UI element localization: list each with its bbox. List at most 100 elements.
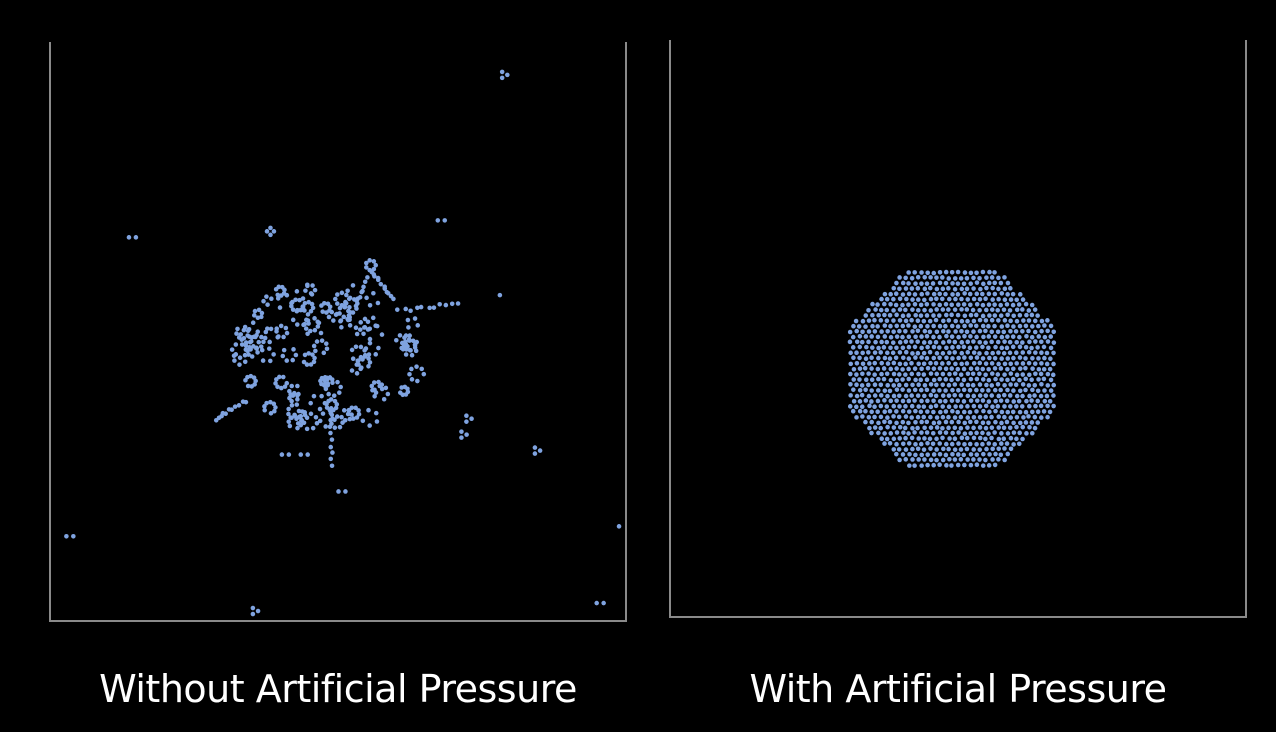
particle [1017, 312, 1023, 318]
particle [938, 409, 943, 415]
particle [971, 296, 977, 302]
particle [962, 323, 967, 329]
particle [980, 344, 985, 350]
particle [405, 317, 411, 323]
particle [294, 289, 300, 294]
particle [891, 371, 897, 377]
particle [946, 307, 951, 312]
particle [921, 350, 927, 356]
particle [918, 387, 924, 393]
particle [310, 305, 316, 311]
particle [332, 425, 338, 430]
particle [878, 382, 884, 388]
particle [940, 307, 946, 312]
particle [933, 393, 939, 399]
particle [999, 409, 1005, 415]
particle [992, 323, 997, 329]
particle [435, 218, 441, 223]
particle [915, 318, 921, 324]
particle [1032, 361, 1038, 366]
particle [903, 328, 908, 334]
particle [990, 297, 995, 302]
particle [918, 409, 924, 415]
particle [946, 276, 952, 281]
particle [869, 377, 875, 383]
particle [354, 331, 360, 337]
particle [916, 436, 921, 441]
particle [894, 451, 899, 457]
particle [247, 344, 252, 350]
particle [362, 352, 368, 358]
particle [1002, 361, 1008, 367]
particle [882, 441, 887, 446]
particle [915, 350, 921, 356]
particle [949, 419, 955, 425]
particle [887, 388, 893, 394]
particle [1026, 383, 1032, 388]
particle [974, 462, 980, 468]
particle [367, 267, 372, 273]
particle [937, 355, 942, 361]
particle [876, 312, 881, 318]
particle [271, 401, 277, 407]
particle [320, 411, 326, 416]
particle [967, 345, 973, 351]
particle [937, 376, 943, 382]
particle [916, 457, 921, 462]
particle [933, 317, 939, 323]
particle [327, 424, 333, 430]
particle [1039, 361, 1044, 366]
particle [265, 326, 270, 331]
particle [955, 398, 960, 404]
particle [312, 355, 317, 361]
particle [980, 323, 986, 329]
particle [253, 334, 258, 340]
particle [918, 441, 924, 447]
particle [537, 448, 543, 453]
particle [64, 533, 69, 539]
particle [1002, 297, 1008, 302]
particle [919, 345, 924, 351]
particle [937, 291, 943, 297]
particle [1020, 328, 1025, 334]
particle [974, 270, 979, 276]
panel-without-pressure [49, 42, 627, 622]
particle [1014, 307, 1020, 313]
particle [1039, 382, 1044, 387]
particle [967, 441, 973, 447]
particle [1026, 308, 1032, 313]
particle [995, 404, 1001, 409]
particle [302, 352, 308, 358]
particle [1033, 371, 1038, 377]
particle [947, 436, 952, 441]
particle [1030, 387, 1035, 393]
particle [881, 366, 887, 371]
particle [958, 276, 964, 281]
particle [1051, 403, 1056, 409]
particle [980, 356, 986, 361]
particle [295, 397, 300, 402]
particle [903, 457, 909, 462]
particle [878, 403, 884, 409]
particle [402, 335, 407, 340]
particle [1011, 313, 1016, 319]
particle [971, 425, 976, 431]
particle [909, 415, 915, 420]
particle [965, 339, 971, 345]
particle [289, 383, 295, 389]
particle [999, 291, 1005, 296]
particle [959, 361, 964, 367]
particle [891, 393, 897, 399]
particle [931, 388, 936, 393]
particle [1029, 377, 1034, 383]
particle [946, 339, 952, 344]
particle [916, 371, 921, 377]
particle [371, 259, 377, 264]
particle [949, 377, 954, 383]
particle [325, 376, 331, 382]
particle [940, 382, 945, 388]
particle [974, 398, 980, 403]
particle [992, 334, 998, 339]
particle [290, 307, 296, 312]
particle [888, 366, 894, 372]
